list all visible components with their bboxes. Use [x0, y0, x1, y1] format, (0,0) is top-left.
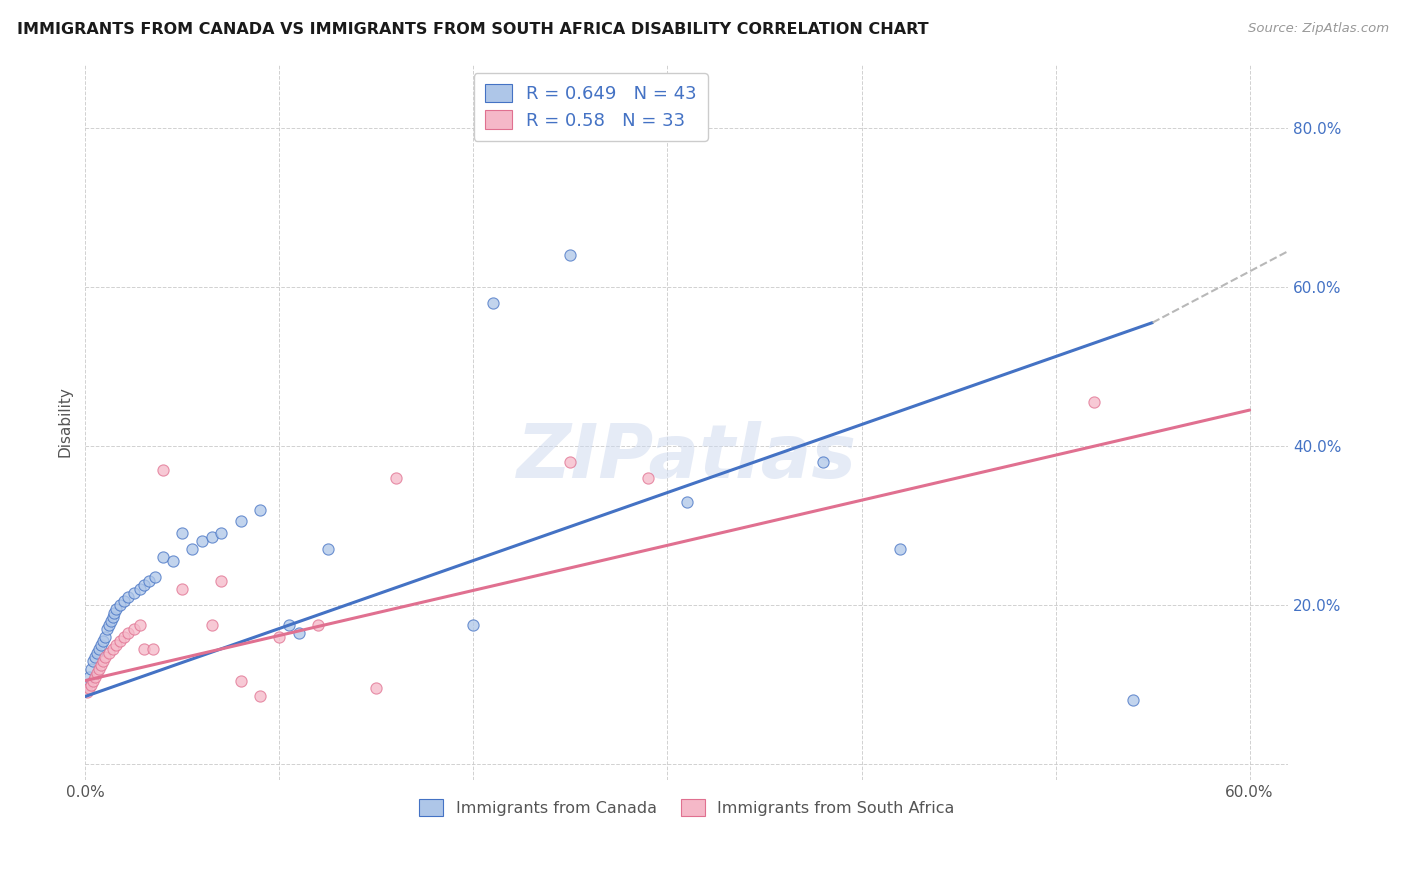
Point	[77, 669, 100, 683]
Text: Source: ZipAtlas.com: Source: ZipAtlas.com	[1249, 22, 1389, 36]
Point	[112, 630, 135, 644]
Point	[86, 665, 108, 680]
Point	[97, 646, 120, 660]
Point	[200, 617, 222, 632]
Point	[209, 526, 232, 541]
Point	[889, 542, 911, 557]
Point	[117, 590, 139, 604]
Point	[132, 578, 155, 592]
Point	[90, 638, 112, 652]
Point	[191, 534, 214, 549]
Point	[1083, 395, 1105, 409]
Point	[91, 633, 114, 648]
Point	[128, 582, 150, 596]
Point	[76, 685, 98, 699]
Y-axis label: Disability: Disability	[58, 386, 72, 458]
Point	[307, 617, 329, 632]
Point	[385, 471, 408, 485]
Point	[249, 690, 271, 704]
Point	[288, 625, 311, 640]
Point	[97, 617, 120, 632]
Point	[87, 662, 110, 676]
Point	[463, 617, 485, 632]
Point	[100, 614, 122, 628]
Text: IMMIGRANTS FROM CANADA VS IMMIGRANTS FROM SOUTH AFRICA DISABILITY CORRELATION CH: IMMIGRANTS FROM CANADA VS IMMIGRANTS FRO…	[17, 22, 928, 37]
Point	[105, 602, 128, 616]
Point	[77, 681, 100, 696]
Point	[1122, 693, 1144, 707]
Point	[138, 574, 160, 588]
Point	[209, 574, 232, 588]
Point	[103, 606, 125, 620]
Point	[269, 630, 291, 644]
Point	[278, 617, 301, 632]
Point	[172, 526, 194, 541]
Point	[86, 646, 108, 660]
Point	[90, 657, 112, 672]
Point	[249, 502, 271, 516]
Point	[152, 550, 174, 565]
Point	[152, 463, 174, 477]
Point	[637, 471, 659, 485]
Text: ZIPatlas: ZIPatlas	[517, 421, 856, 494]
Point	[112, 594, 135, 608]
Point	[560, 248, 582, 262]
Point	[142, 641, 165, 656]
Point	[76, 677, 98, 691]
Point	[91, 654, 114, 668]
Point	[101, 610, 124, 624]
Point	[181, 542, 204, 557]
Point	[128, 617, 150, 632]
Point	[105, 638, 128, 652]
Legend: Immigrants from Canada, Immigrants from South Africa: Immigrants from Canada, Immigrants from …	[409, 790, 965, 826]
Point	[84, 669, 107, 683]
Point	[82, 673, 104, 688]
Point	[110, 633, 132, 648]
Point	[316, 542, 339, 557]
Point	[87, 641, 110, 656]
Point	[101, 641, 124, 656]
Point	[200, 530, 222, 544]
Point	[110, 598, 132, 612]
Point	[366, 681, 388, 696]
Point	[96, 622, 118, 636]
Point	[122, 586, 145, 600]
Point	[132, 641, 155, 656]
Point	[94, 630, 117, 644]
Point	[80, 662, 103, 676]
Point	[482, 295, 505, 310]
Point	[80, 677, 103, 691]
Point	[162, 554, 184, 568]
Point	[676, 494, 699, 508]
Point	[94, 649, 117, 664]
Point	[82, 654, 104, 668]
Point	[143, 570, 166, 584]
Point	[172, 582, 194, 596]
Point	[811, 455, 834, 469]
Point	[117, 625, 139, 640]
Point	[122, 622, 145, 636]
Point	[84, 649, 107, 664]
Point	[229, 673, 252, 688]
Point	[560, 455, 582, 469]
Point	[229, 515, 252, 529]
